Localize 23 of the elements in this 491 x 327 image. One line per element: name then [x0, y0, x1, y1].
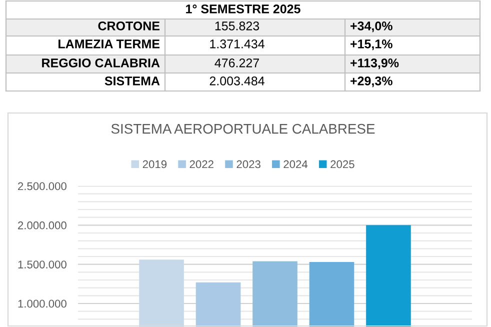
- text: +29,3%: [350, 76, 392, 88]
- legend-label: 2023: [236, 160, 260, 168]
- text: 155.823: [215, 22, 260, 30]
- chart-title: SISTEMA AEROPORTUALE CALABRESE: [111, 124, 375, 134]
- text: 1.371.434: [210, 40, 264, 48]
- text: REGGIO CALABRIA: [42, 58, 160, 68]
- text: 476.227: [214, 58, 259, 68]
- text: +15,1%: [350, 40, 392, 50]
- text: +34,0%: [350, 22, 392, 32]
- legend-label: 2022: [190, 160, 214, 168]
- text: CROTONE: [98, 22, 160, 30]
- y-tick-label: 1.500.000: [18, 260, 66, 268]
- y-tick-label: 2.500.000: [18, 182, 66, 190]
- text: 2.003.484: [210, 76, 264, 86]
- legend-label: 2019: [142, 160, 167, 168]
- y-tick-label: 2.000.000: [18, 221, 66, 230]
- text: +113,9%: [350, 58, 399, 70]
- legend-label: 2025: [330, 160, 354, 168]
- text: SISTEMA: [104, 76, 160, 86]
- y-tick-label: 1.000.000: [18, 300, 66, 308]
- text: 1° SEMESTRE 2025: [186, 4, 300, 14]
- legend-label: 2024: [284, 160, 308, 168]
- text: LAMEZIA TERME: [58, 40, 160, 48]
